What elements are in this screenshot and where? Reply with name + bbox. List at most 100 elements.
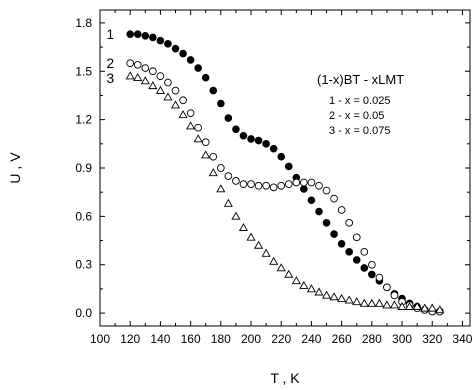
data-point: [156, 72, 165, 80]
data-point: [232, 125, 240, 134]
data-point: [300, 185, 308, 193]
data-point: [179, 96, 187, 105]
data-point: [344, 295, 354, 304]
data-point: [330, 230, 338, 238]
data-point: [141, 31, 150, 40]
data-point: [171, 86, 180, 95]
data-point: [390, 291, 399, 300]
data-point: [299, 280, 309, 289]
data-point: [140, 76, 150, 85]
data-point: [141, 64, 150, 72]
x-tick-label: 260: [332, 332, 352, 346]
x-tick-label: 240: [301, 332, 321, 346]
data-point: [232, 177, 240, 185]
annotation-entry-2: 2 - x = 0.05: [329, 110, 384, 122]
data-point: [201, 73, 210, 82]
data-point: [284, 269, 294, 278]
annotation-entry-3: 3 - x = 0.075: [329, 125, 390, 137]
data-point: [337, 206, 346, 214]
data-point: [217, 99, 225, 108]
x-tick-label: 300: [392, 332, 412, 346]
data-points: [125, 30, 445, 316]
y-tick-label: 0.0: [75, 306, 92, 320]
data-point: [262, 140, 270, 148]
data-point: [186, 121, 196, 130]
axis-ticks: [99, 10, 470, 326]
data-point: [261, 248, 271, 257]
data-point: [208, 168, 218, 177]
data-point: [276, 263, 286, 272]
data-point: [277, 181, 286, 190]
data-point: [284, 162, 293, 171]
data-point: [360, 247, 369, 256]
y-tick-label: 0.9: [75, 161, 92, 175]
x-tick-label: 180: [211, 332, 231, 346]
y-tick-label: 1.5: [75, 64, 92, 78]
data-point: [223, 198, 233, 207]
y-tick-label: 1.8: [75, 16, 92, 30]
data-point: [194, 123, 203, 132]
data-point: [412, 301, 422, 310]
data-point: [329, 292, 339, 301]
data-point: [133, 73, 143, 82]
data-point: [291, 276, 301, 285]
data-point: [149, 33, 157, 42]
data-point: [231, 211, 241, 220]
data-point: [155, 85, 165, 94]
data-point: [254, 181, 263, 190]
x-axis-title: T , K: [270, 370, 300, 386]
x-tick-label: 200: [241, 332, 261, 346]
data-point: [171, 44, 180, 53]
data-point: [247, 135, 255, 143]
data-point: [360, 264, 369, 272]
data-point: [306, 284, 317, 293]
data-point: [193, 134, 203, 143]
data-point: [262, 181, 270, 190]
data-point: [201, 150, 211, 159]
data-point: [269, 144, 278, 153]
data-point: [246, 232, 256, 241]
data-point: [307, 178, 316, 187]
data-point: [149, 67, 157, 76]
data-point: [382, 300, 392, 309]
y-axis-title: U , V: [7, 152, 23, 184]
series-label-3: 3: [106, 70, 114, 86]
data-point: [164, 78, 172, 87]
axis-tick-labels: 100 120 140 160 180 200 220 240 260 280 300 320 340 0…: [75, 16, 472, 346]
x-tick-label: 320: [422, 332, 442, 346]
series-labels: 1 23: [106, 26, 114, 86]
x-tick-label: 220: [271, 332, 291, 346]
data-point: [224, 172, 233, 180]
x-tick-label: 140: [150, 332, 170, 346]
y-tick-label: 1.2: [75, 113, 92, 127]
data-point: [374, 298, 384, 307]
series-label-2: 2: [106, 55, 114, 71]
data-point: [186, 56, 195, 64]
x-tick-label: 100: [90, 332, 110, 346]
data-point: [133, 30, 142, 38]
data-point: [253, 240, 264, 249]
data-point: [352, 297, 362, 306]
data-point: [254, 136, 263, 145]
y-tick-label: 0.3: [75, 258, 92, 272]
x-tick-label: 160: [181, 332, 201, 346]
data-point: [375, 273, 384, 282]
annotation-box: (1-x)BT - xLMT 1 - x = 0.025 2 - x = 0.0…: [317, 72, 404, 137]
data-point: [209, 152, 218, 161]
data-point: [277, 152, 286, 161]
data-point: [359, 298, 369, 307]
data-point: [321, 290, 332, 299]
data-point: [269, 256, 279, 265]
data-point: [179, 49, 187, 58]
data-point: [315, 181, 323, 190]
data-point: [269, 183, 278, 192]
data-point: [435, 305, 445, 314]
data-point: [125, 71, 135, 80]
data-point: [163, 92, 173, 101]
data-point: [397, 301, 407, 310]
data-point: [126, 59, 135, 68]
series-label-1: 1: [106, 26, 114, 42]
data-point: [148, 81, 158, 90]
data-point: [315, 207, 323, 216]
